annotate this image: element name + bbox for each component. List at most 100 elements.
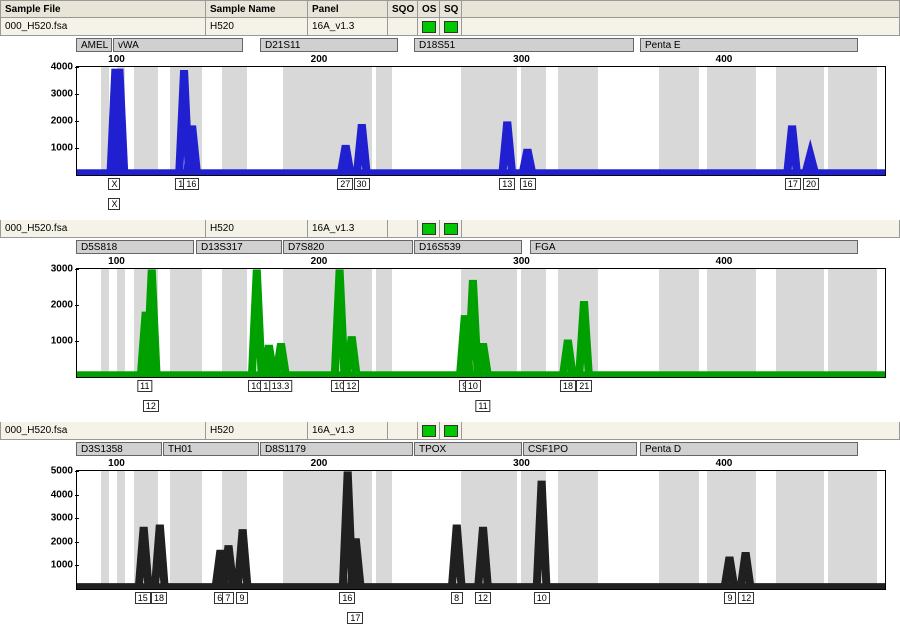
plot-area: 100020003000 (76, 268, 886, 378)
locus-label: FGA (530, 240, 858, 254)
locus-label: D5S818 (76, 240, 194, 254)
x-tick-label: 100 (108, 54, 125, 65)
allele-bins (77, 471, 885, 589)
allele-call[interactable]: 18 (151, 592, 167, 604)
allele-call[interactable]: 15 (135, 592, 151, 604)
status-indicator-icon (444, 223, 458, 235)
os-status-cell (418, 220, 440, 237)
sq-status-cell (440, 18, 462, 35)
sample-file-cell: 000_H520.fsa (1, 220, 206, 237)
y-tick-label: 5000 (51, 466, 73, 477)
electropherogram-panel: 000_H520.fsaH52016A_v1.3D3S1358TH01D8S11… (0, 422, 900, 626)
status-indicator-icon (444, 21, 458, 33)
allele-call[interactable]: 8 (451, 592, 463, 604)
allele-call[interactable]: 12 (343, 380, 359, 392)
x-tick-label: 400 (716, 54, 733, 65)
sample-name-cell: H520 (206, 220, 308, 237)
locus-label-row: D5S818D13S317D7S820D16S539 FGA (76, 238, 886, 254)
x-axis-ticks: 100200300400 (76, 256, 886, 268)
y-axis: 1000200030004000 (39, 67, 75, 175)
sq-status-cell (440, 220, 462, 237)
allele-call[interactable]: 30 (354, 178, 370, 190)
allele-call[interactable]: 12 (475, 592, 491, 604)
y-tick-label: 1000 (51, 335, 73, 346)
y-tick-label: 4000 (51, 62, 73, 73)
locus-label: TH01 (163, 442, 259, 456)
y-tick-label: 3000 (51, 89, 73, 100)
status-indicator-icon (422, 223, 436, 235)
allele-call[interactable]: X (108, 198, 120, 210)
panel-header: Panel (308, 1, 388, 17)
allele-call[interactable]: X (108, 178, 120, 190)
chart-container: 1002003004001000200030004000X14162730131… (76, 54, 886, 212)
y-tick-label: 1000 (51, 143, 73, 154)
plot-area: 1000200030004000 (76, 66, 886, 176)
y-axis: 10002000300040005000 (39, 471, 75, 589)
x-tick-label: 200 (311, 256, 328, 267)
allele-call-row-2: X (76, 198, 886, 212)
allele-call[interactable]: 13.3 (269, 380, 293, 392)
column-header-row: Sample FileSample NamePanelSQOOSSQ (0, 0, 900, 18)
allele-call[interactable]: 16 (339, 592, 355, 604)
allele-call[interactable]: 12 (738, 592, 754, 604)
sq-header: SQ (440, 1, 462, 17)
locus-label: D7S820 (283, 240, 413, 254)
allele-call[interactable]: 18 (560, 380, 576, 392)
y-axis: 100020003000 (39, 269, 75, 377)
x-tick-label: 200 (311, 54, 328, 65)
sample-info-row: 000_H520.fsaH52016A_v1.3 (0, 18, 900, 36)
sample-info-row: 000_H520.fsaH52016A_v1.3 (0, 220, 900, 238)
allele-call[interactable]: 11 (475, 400, 490, 412)
allele-call[interactable]: 9 (724, 592, 736, 604)
y-tick-label: 2000 (51, 536, 73, 547)
allele-call[interactable]: 16 (520, 178, 536, 190)
allele-call[interactable]: 12 (143, 400, 159, 412)
allele-call[interactable]: 10 (465, 380, 481, 392)
status-indicator-icon (422, 425, 436, 437)
locus-label: D18S51 (414, 38, 634, 52)
allele-call[interactable]: 17 (347, 612, 363, 624)
sqo-cell (388, 18, 418, 35)
x-axis-ticks: 100200300400 (76, 458, 886, 470)
allele-call[interactable]: 20 (803, 178, 819, 190)
locus-label: D16S539 (414, 240, 522, 254)
allele-call[interactable]: 13 (499, 178, 515, 190)
allele-call[interactable]: 9 (236, 592, 248, 604)
allele-call-row: 11101213.310129101821 (76, 380, 886, 400)
locus-label: D13S317 (196, 240, 282, 254)
allele-call-row-2: 17 (76, 612, 886, 626)
sq-status-cell (440, 422, 462, 439)
sample-name-cell: H520 (206, 422, 308, 439)
y-tick-label: 3000 (51, 513, 73, 524)
os-header: OS (418, 1, 440, 17)
chart-container: 10020030040010002000300011101213.3101291… (76, 256, 886, 414)
allele-call-row-2: 12 11 (76, 400, 886, 414)
allele-call[interactable]: 16 (183, 178, 199, 190)
sample-file-header: Sample File (1, 1, 206, 17)
electropherogram-panel: 000_H520.fsaH52016A_v1.3D5S818D13S317D7S… (0, 220, 900, 414)
locus-label-row: AMELvWAD21S11D18S51Penta E (76, 36, 886, 52)
y-tick-label: 1000 (51, 560, 73, 571)
allele-call[interactable]: 11 (137, 380, 152, 392)
x-axis-ticks: 100200300400 (76, 54, 886, 66)
os-status-cell (418, 422, 440, 439)
allele-call[interactable]: 7 (222, 592, 234, 604)
sample-file-cell: 000_H520.fsa (1, 422, 206, 439)
allele-call[interactable]: 10 (534, 592, 550, 604)
sample-name-cell: H520 (206, 18, 308, 35)
allele-bins (77, 67, 885, 175)
x-tick-label: 300 (513, 458, 530, 469)
status-indicator-icon (422, 21, 436, 33)
locus-label: Penta E (640, 38, 858, 52)
allele-call[interactable]: 27 (337, 178, 353, 190)
allele-call[interactable]: 17 (785, 178, 801, 190)
panel-cell: 16A_v1.3 (308, 18, 388, 35)
allele-bins (77, 269, 885, 377)
sample-name-header: Sample Name (206, 1, 308, 17)
x-tick-label: 400 (716, 458, 733, 469)
locus-label: D8S1179 (260, 442, 413, 456)
panel-cell: 16A_v1.3 (308, 220, 388, 237)
plot-area: 10002000300040005000 (76, 470, 886, 590)
locus-label: TPOX (414, 442, 522, 456)
allele-call[interactable]: 21 (576, 380, 592, 392)
